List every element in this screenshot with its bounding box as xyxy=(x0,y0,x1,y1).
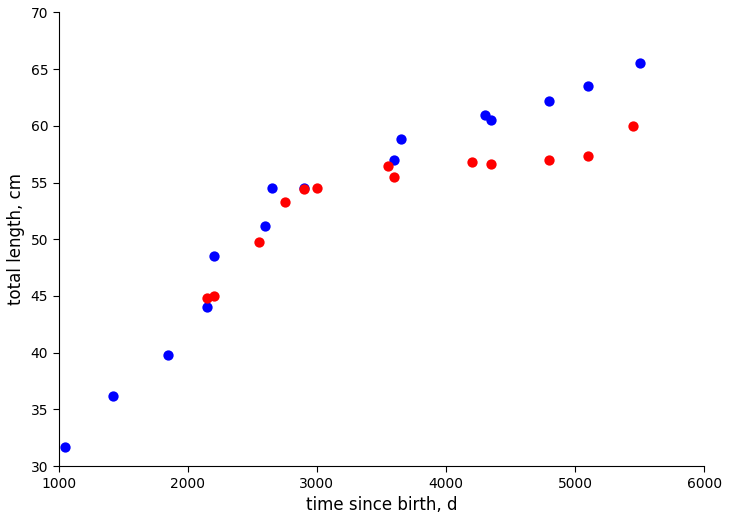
Point xyxy=(628,122,639,130)
Point xyxy=(107,392,119,400)
Point xyxy=(298,184,310,192)
Point xyxy=(582,152,594,160)
Y-axis label: total length, cm: total length, cm xyxy=(7,173,25,305)
Point xyxy=(582,82,594,90)
Point xyxy=(544,97,555,105)
Point xyxy=(311,184,323,192)
Point xyxy=(208,292,219,300)
Point xyxy=(486,116,497,125)
Point xyxy=(266,184,278,192)
Point xyxy=(163,351,174,359)
Point xyxy=(634,59,646,68)
Point xyxy=(208,252,219,260)
Point xyxy=(59,443,71,451)
Point xyxy=(466,158,477,166)
Point xyxy=(486,160,497,169)
Point xyxy=(395,135,407,144)
Point xyxy=(201,303,213,312)
Point xyxy=(389,173,400,181)
Point xyxy=(389,156,400,164)
Point xyxy=(298,185,310,193)
Point xyxy=(544,156,555,164)
Point xyxy=(253,238,265,246)
Point xyxy=(260,221,271,230)
Point xyxy=(201,294,213,302)
Point xyxy=(479,110,491,119)
Point xyxy=(278,197,290,206)
X-axis label: time since birth, d: time since birth, d xyxy=(305,496,457,514)
Point xyxy=(382,162,394,170)
